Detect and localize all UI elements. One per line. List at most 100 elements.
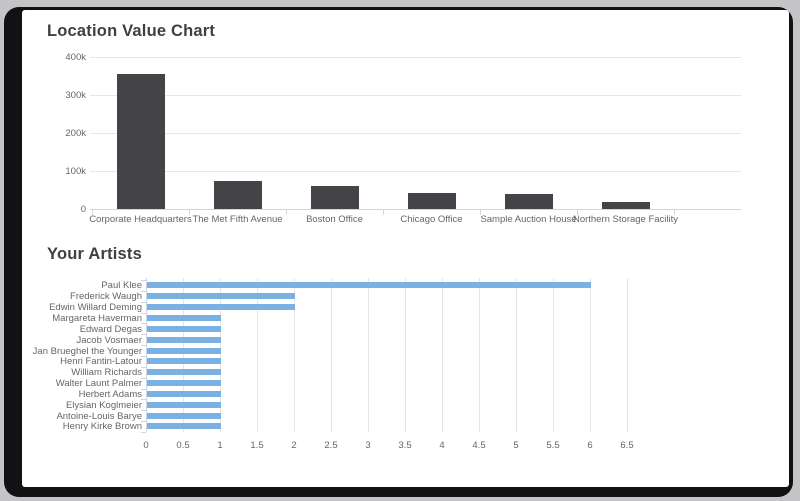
gridline — [478, 278, 480, 432]
x-axis-tick — [577, 210, 578, 215]
y-axis-tick — [141, 399, 146, 401]
artist-label: Edwin Willard Deming — [49, 302, 142, 314]
location-value-bar[interactable] — [213, 180, 262, 209]
artist-label: Elysian Koglmeier — [65, 399, 142, 411]
artist-value-bar[interactable] — [147, 336, 221, 343]
artist-value-bar[interactable] — [147, 304, 295, 311]
y-axis-label: 100k — [65, 166, 86, 177]
y-axis-label: 200k — [65, 128, 86, 139]
y-axis-label: 400k — [65, 52, 86, 63]
gridline — [90, 56, 741, 58]
y-axis-tick — [141, 345, 146, 347]
y-axis-tick — [141, 280, 146, 281]
artist-value-bar[interactable] — [147, 401, 221, 408]
gridline — [90, 132, 741, 134]
gridline — [182, 278, 184, 432]
artist-value-bar[interactable] — [147, 314, 221, 321]
x-axis-label: 6 — [587, 440, 593, 451]
y-axis-tick — [141, 355, 146, 357]
artist-label: Herbert Adams — [78, 388, 142, 400]
gridline — [219, 278, 221, 432]
artist-value-bar[interactable] — [147, 380, 221, 387]
category-label: Chicago Office — [400, 214, 463, 225]
artist-value-bar[interactable] — [147, 282, 591, 289]
artist-label: Antoine-Louis Barye — [56, 410, 142, 422]
location-value-bar[interactable] — [116, 74, 165, 209]
category-label: Corporate Headquarters — [89, 214, 192, 225]
y-axis-tick — [141, 312, 146, 314]
x-axis-line — [90, 209, 741, 210]
y-axis-tick — [141, 410, 146, 412]
y-axis-tick — [141, 290, 146, 292]
y-axis-tick — [141, 431, 146, 433]
y-axis-tick — [141, 377, 146, 379]
x-axis-label: 1 — [217, 440, 223, 451]
location-value-bar[interactable] — [407, 193, 456, 209]
x-axis-tick — [674, 210, 675, 215]
x-axis-label: 2.5 — [324, 440, 338, 451]
artist-label: Henry Kirke Brown — [62, 421, 142, 433]
gridline — [441, 278, 443, 432]
location-value-bar[interactable] — [601, 202, 650, 209]
x-axis-label: 0.5 — [176, 440, 190, 451]
category-label: Sample Auction House — [480, 214, 577, 225]
artist-label: William Richards — [71, 367, 142, 379]
artist-value-bar[interactable] — [147, 423, 221, 430]
y-axis-tick — [141, 421, 146, 423]
location-value-chart-title: Location Value Chart — [47, 22, 216, 40]
x-axis-label: 3 — [365, 440, 371, 451]
gridline — [626, 278, 628, 432]
artist-value-bar[interactable] — [147, 325, 221, 332]
artist-label: Jacob Vosmaer — [76, 334, 142, 346]
x-axis-tick — [480, 210, 481, 215]
artist-label: Margareta Haverman — [52, 312, 142, 324]
category-label: Northern Storage Facility — [572, 214, 679, 225]
gridline — [293, 278, 295, 432]
artist-value-bar[interactable] — [147, 347, 221, 354]
x-axis-label: 4 — [439, 440, 445, 451]
x-axis-label: 6.5 — [620, 440, 634, 451]
artist-value-bar[interactable] — [147, 369, 221, 376]
gridline — [589, 278, 591, 432]
category-label: The Met Fifth Avenue — [192, 214, 283, 225]
artist-label: Walter Launt Palmer — [55, 378, 142, 390]
y-axis-tick — [141, 301, 146, 303]
gridline — [90, 94, 741, 96]
location-value-bar[interactable] — [504, 193, 553, 209]
x-axis-label: 1.5 — [250, 440, 264, 451]
artist-value-bar[interactable] — [147, 390, 221, 397]
x-axis-tick — [286, 210, 287, 215]
gridline — [552, 278, 554, 432]
location-value-bar[interactable] — [310, 186, 359, 209]
your-artists-chart-title: Your Artists — [47, 245, 142, 263]
x-axis-label: 3.5 — [398, 440, 412, 451]
y-axis-label: 0 — [80, 204, 86, 215]
gridline — [515, 278, 517, 432]
y-axis-label: 300k — [65, 90, 86, 101]
gridline — [367, 278, 369, 432]
y-axis-tick — [141, 366, 146, 368]
artist-label: Edward Degas — [79, 323, 142, 335]
artist-value-bar[interactable] — [147, 293, 295, 300]
x-axis-tick — [92, 210, 93, 215]
artist-value-bar[interactable] — [147, 412, 221, 419]
y-axis-tick — [141, 388, 146, 390]
artist-label: Jan Brueghel the Younger — [32, 345, 142, 357]
your-artists-chart-plot: 0 0.5 1 1.5 2 2.5 3 3.5 4 4.5 5 5.5 6 6.5 Paul Klee Fre… — [22, 10, 789, 487]
x-axis-tick — [383, 210, 384, 215]
x-axis-label: 2 — [291, 440, 297, 451]
location-value-chart-plot: 0 100k 200k 300k 400k Corporate Headquarters T… — [22, 10, 789, 487]
gridline — [330, 278, 332, 432]
x-axis-tick — [189, 210, 190, 215]
x-axis-label: 4.5 — [472, 440, 486, 451]
x-axis-label: 5 — [513, 440, 519, 451]
dashboard-card: Location Value Chart 0 100k 200k 300k 400k Co… — [22, 10, 789, 487]
y-axis-line — [146, 278, 147, 432]
y-axis-tick — [141, 334, 146, 336]
gridline — [404, 278, 406, 432]
category-label: Boston Office — [306, 214, 363, 225]
artist-label: Frederick Waugh — [70, 291, 142, 303]
artist-label: Paul Klee — [101, 280, 142, 292]
gridline — [256, 278, 258, 432]
artist-value-bar[interactable] — [147, 358, 221, 365]
